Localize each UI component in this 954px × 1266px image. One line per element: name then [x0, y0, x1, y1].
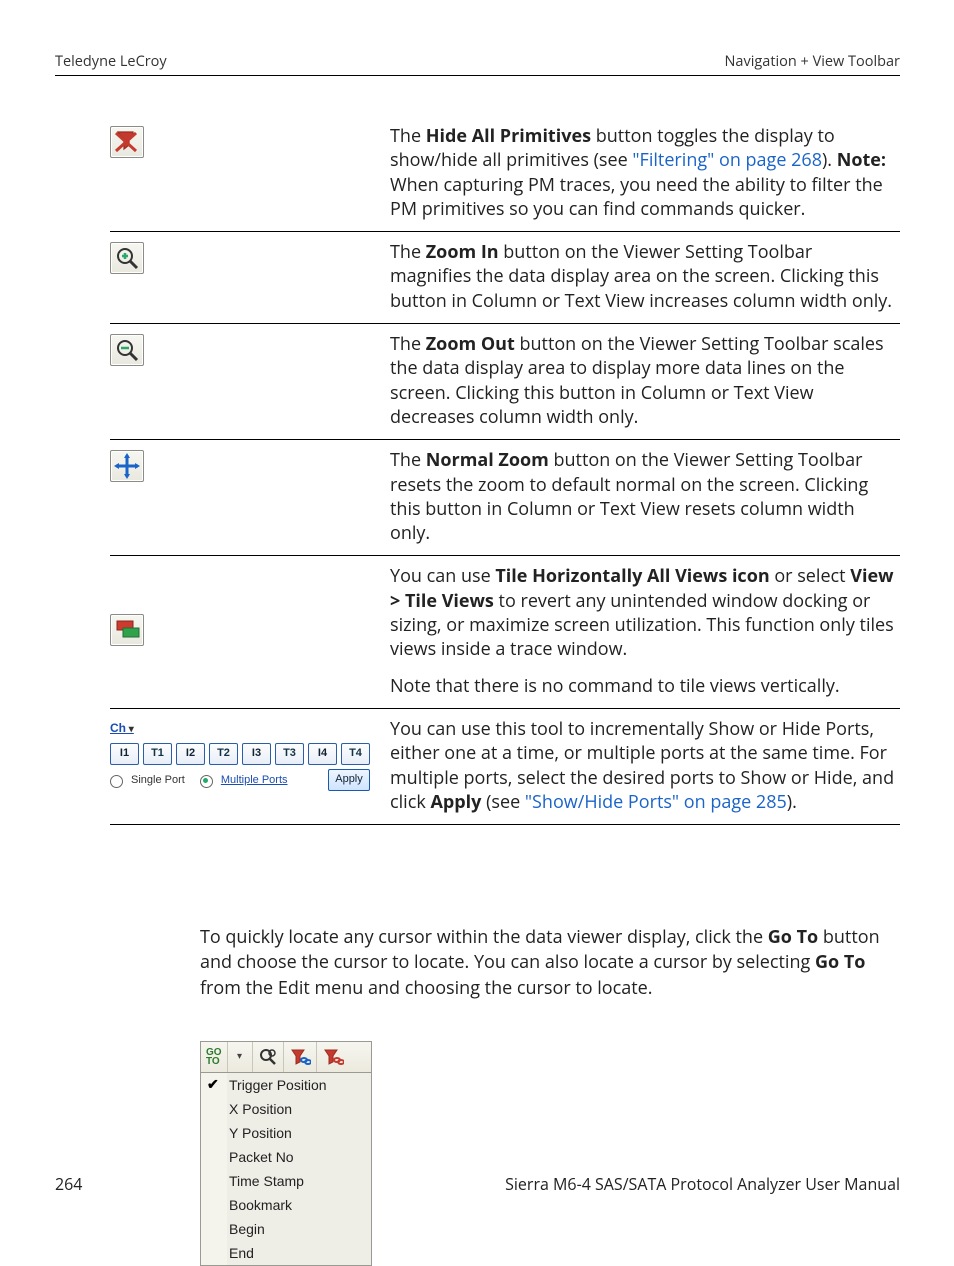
ports-desc: You can use this tool to incrementally S… [390, 709, 900, 825]
txt: Tile Horizontally All Views icon [495, 564, 769, 588]
port-button-row: I1T1I2T2I3T3I4T4 [110, 743, 370, 765]
goto-item[interactable]: Y Position [201, 1121, 371, 1145]
port-picker-widget: Ch I1T1I2T2I3T3I4T4 Single Port Multiple… [110, 719, 370, 791]
goto-item[interactable]: X Position [201, 1097, 371, 1121]
txt: Go To [815, 950, 865, 974]
goto-item[interactable]: End [201, 1241, 371, 1265]
zoom-in-desc: The Zoom In button on the Viewer Setting… [390, 232, 900, 323]
txt: The [390, 448, 426, 472]
txt: You can use [390, 564, 495, 588]
port-btn-i1[interactable]: I1 [110, 743, 139, 765]
normal-zoom-desc: The Normal Zoom button on the Viewer Set… [390, 440, 900, 556]
goto-button[interactable]: GO TO [201, 1042, 228, 1072]
port-btn-i4[interactable]: I4 [308, 743, 337, 765]
txt: ). [787, 790, 797, 814]
txt: Hide All Primitives [426, 124, 591, 148]
tile-desc: You can use Tile Horizontally All Views … [390, 556, 900, 708]
header-right: Navigation + View Toolbar [725, 52, 900, 71]
goto-item[interactable]: Packet No [201, 1145, 371, 1169]
goto-item-label: Bookmark [225, 1197, 292, 1213]
goto-item[interactable]: Bookmark [201, 1193, 371, 1217]
goto-item-label: X Position [225, 1101, 292, 1117]
goto-caret[interactable]: ▾ [228, 1042, 253, 1072]
port-btn-t4[interactable]: T4 [341, 743, 370, 765]
goto-item-label: End [225, 1245, 254, 1261]
txt: Apply [430, 790, 481, 814]
filtering-link[interactable]: "Filtering" on page 268 [632, 148, 822, 172]
goto-menu: ✔Trigger Position X Position Y Position Pac… [200, 1073, 372, 1266]
filter-link-icon[interactable] [284, 1042, 317, 1072]
goto-item-label: Begin [225, 1221, 265, 1237]
txt: from the Edit menu and choosing the curs… [200, 976, 653, 1000]
txt: Note that there is no command to tile vi… [390, 674, 896, 698]
txt: Go To [768, 925, 818, 949]
multiple-ports-label: Multiple Ports [221, 774, 288, 786]
txt: When capturing PM traces, you need the a… [390, 173, 883, 221]
page-number: 264 [55, 1173, 82, 1195]
zoom-in-icon[interactable] [110, 242, 144, 274]
tile-horizontally-icon[interactable] [110, 614, 144, 646]
channel-dropdown[interactable]: Ch [110, 719, 134, 743]
txt: Zoom In [426, 240, 499, 264]
header-rule [55, 75, 900, 76]
txt: The [390, 124, 426, 148]
txt: Note: [837, 148, 886, 172]
goto-item-label: Trigger Position [225, 1077, 327, 1093]
port-btn-t1[interactable]: T1 [143, 743, 172, 765]
goto-paragraph: To quickly locate any cursor within the … [200, 925, 900, 1001]
goto-item[interactable]: ✔Trigger Position [201, 1073, 371, 1097]
multiple-ports-radio[interactable] [200, 775, 213, 788]
zoom-out-desc: The Zoom Out button on the Viewer Settin… [390, 324, 900, 440]
goto-item-label: Packet No [225, 1149, 294, 1165]
footer-title: Sierra M6-4 SAS/SATA Protocol Analyzer U… [505, 1173, 900, 1195]
goto-dropdown: GO TO ▾ ✔Trigger Position X Position Y Pos… [200, 1041, 372, 1266]
single-port-radio[interactable] [110, 775, 123, 788]
port-btn-i3[interactable]: I3 [242, 743, 271, 765]
txt: Normal Zoom [426, 448, 549, 472]
goto-toolbar: GO TO ▾ [200, 1041, 372, 1073]
header-left: Teledyne LeCroy [55, 52, 167, 71]
txt: The [390, 240, 426, 264]
txt: (see [481, 790, 524, 814]
port-btn-t2[interactable]: T2 [209, 743, 238, 765]
goto-icon: GO TO [206, 1048, 222, 1066]
txt: Zoom Out [426, 332, 515, 356]
single-port-label: Single Port [131, 774, 185, 786]
txt: or select [770, 564, 851, 588]
show-hide-ports-link[interactable]: "Show/Hide Ports" on page 285 [525, 790, 787, 814]
txt: ). [822, 148, 837, 172]
goto-item-label: Y Position [225, 1125, 292, 1141]
find-icon[interactable] [253, 1042, 284, 1072]
hide-primitives-icon[interactable] [110, 126, 144, 158]
zoom-out-icon[interactable] [110, 334, 144, 366]
txt: To quickly locate any cursor within the … [200, 925, 768, 949]
toolbar-description-table: The Hide All Primitives button toggles t… [110, 116, 900, 825]
check-icon: ✔ [207, 1076, 225, 1093]
hide-primitives-desc: The Hide All Primitives button toggles t… [390, 116, 900, 232]
apply-button[interactable]: Apply [328, 769, 370, 791]
txt: The [390, 332, 426, 356]
goto-item[interactable]: Begin [201, 1217, 371, 1241]
port-btn-t3[interactable]: T3 [275, 743, 304, 765]
normal-zoom-icon[interactable] [110, 450, 144, 482]
port-btn-i2[interactable]: I2 [176, 743, 205, 765]
filter-link-off-icon[interactable] [317, 1042, 349, 1072]
